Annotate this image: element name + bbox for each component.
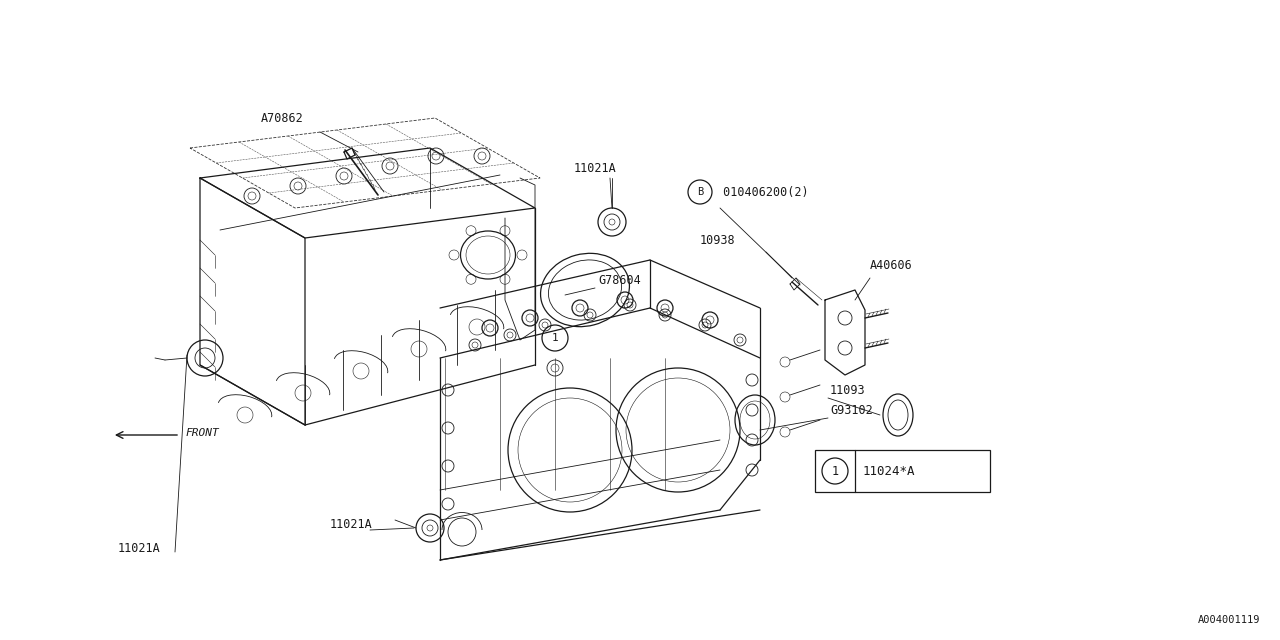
Text: FRONT: FRONT	[186, 428, 219, 438]
Text: B: B	[696, 187, 703, 197]
Text: 1: 1	[832, 465, 838, 477]
Text: A70862: A70862	[261, 111, 303, 125]
Text: 11021A: 11021A	[118, 541, 161, 554]
Text: 1: 1	[552, 333, 558, 343]
Text: 10938: 10938	[700, 234, 736, 246]
Text: 11024*A: 11024*A	[863, 465, 915, 477]
Text: 010406200(2): 010406200(2)	[716, 186, 809, 198]
Bar	[815, 450, 989, 492]
Text: 11093: 11093	[829, 383, 865, 397]
Text: G93102: G93102	[829, 403, 873, 417]
Text: A40606: A40606	[870, 259, 913, 271]
Text: 11021A: 11021A	[573, 161, 617, 175]
Text: 11021A: 11021A	[330, 518, 372, 531]
Text: G78604: G78604	[598, 273, 641, 287]
Text: A004001119: A004001119	[1198, 615, 1260, 625]
